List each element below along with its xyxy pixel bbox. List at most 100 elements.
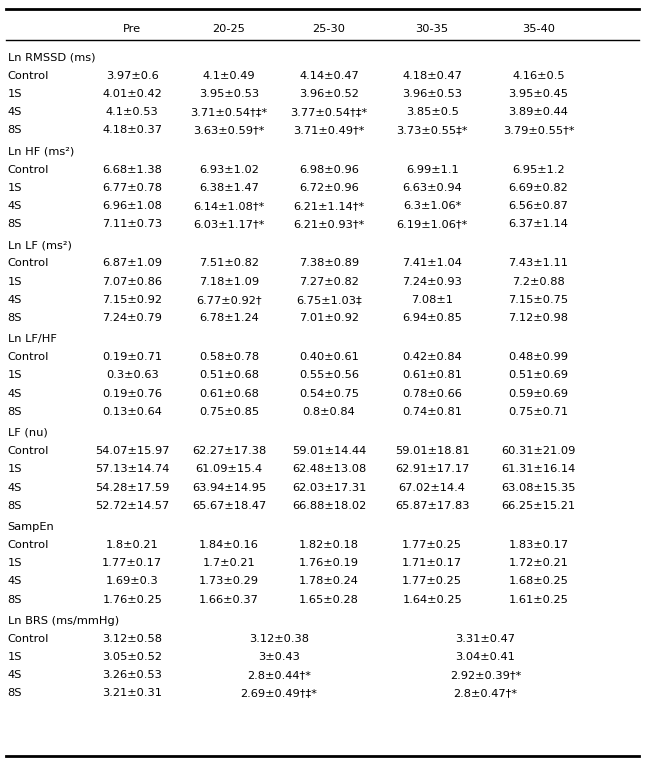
Text: 25-30: 25-30: [312, 24, 346, 34]
Text: 3.71±0.49†*: 3.71±0.49†*: [293, 125, 364, 136]
Text: 0.78±0.66: 0.78±0.66: [402, 389, 462, 399]
Text: Control: Control: [8, 71, 49, 81]
Text: 1S: 1S: [8, 89, 22, 99]
Text: 0.61±0.68: 0.61±0.68: [199, 389, 259, 399]
Text: 4S: 4S: [8, 201, 22, 211]
Text: 7.24±0.93: 7.24±0.93: [402, 277, 462, 287]
Text: Control: Control: [8, 352, 49, 362]
Text: 1.71±0.17: 1.71±0.17: [402, 558, 462, 568]
Text: 6.75±1.03‡: 6.75±1.03‡: [296, 295, 362, 305]
Text: 7.51±0.82: 7.51±0.82: [199, 258, 259, 268]
Text: 1.82±0.18: 1.82±0.18: [299, 540, 359, 550]
Text: 30-35: 30-35: [415, 24, 449, 34]
Text: 0.48±0.99: 0.48±0.99: [508, 352, 569, 362]
Text: 8S: 8S: [8, 313, 22, 323]
Text: 6.38±1.47: 6.38±1.47: [199, 183, 259, 193]
Text: 4.1±0.49: 4.1±0.49: [203, 71, 255, 81]
Text: 8S: 8S: [8, 594, 22, 604]
Text: 61.09±15.4: 61.09±15.4: [195, 464, 263, 474]
Text: 4S: 4S: [8, 482, 22, 492]
Text: 59.01±14.44: 59.01±14.44: [292, 446, 366, 456]
Text: 2.8±0.44†*: 2.8±0.44†*: [247, 670, 311, 680]
Text: 4.18±0.47: 4.18±0.47: [402, 71, 462, 81]
Text: Ln HF (ms²): Ln HF (ms²): [8, 146, 74, 156]
Text: 8S: 8S: [8, 125, 22, 136]
Text: Ln RMSSD (ms): Ln RMSSD (ms): [8, 53, 95, 62]
Text: 0.42±0.84: 0.42±0.84: [402, 352, 462, 362]
Text: 4.1±0.53: 4.1±0.53: [106, 107, 159, 117]
Text: 7.01±0.92: 7.01±0.92: [299, 313, 359, 323]
Text: 8S: 8S: [8, 219, 22, 229]
Text: 62.91±17.17: 62.91±17.17: [395, 464, 470, 474]
Text: 59.01±18.81: 59.01±18.81: [395, 446, 470, 456]
Text: 4S: 4S: [8, 576, 22, 586]
Text: 0.54±0.75: 0.54±0.75: [299, 389, 359, 399]
Text: 1.77±0.17: 1.77±0.17: [102, 558, 163, 568]
Text: 3±0.43: 3±0.43: [258, 652, 300, 662]
Text: 4.16±0.5: 4.16±0.5: [512, 71, 565, 81]
Text: 54.07±15.97: 54.07±15.97: [95, 446, 170, 456]
Text: 6.21±0.93†*: 6.21±0.93†*: [293, 219, 364, 229]
Text: 7.18±1.09: 7.18±1.09: [199, 277, 259, 287]
Text: 2.69±0.49†‡*: 2.69±0.49†‡*: [241, 688, 317, 698]
Text: SampEn: SampEn: [8, 522, 54, 532]
Text: 3.26±0.53: 3.26±0.53: [103, 670, 162, 680]
Text: Ln LF/HF: Ln LF/HF: [8, 334, 57, 344]
Text: Pre: Pre: [123, 24, 141, 34]
Text: 0.55±0.56: 0.55±0.56: [299, 370, 359, 380]
Text: 3.79±0.55†*: 3.79±0.55†*: [503, 125, 574, 136]
Text: 7.41±1.04: 7.41±1.04: [402, 258, 462, 268]
Text: 54.28±17.59: 54.28±17.59: [95, 482, 170, 492]
Text: Ln BRS (ms/mmHg): Ln BRS (ms/mmHg): [8, 616, 119, 626]
Text: 0.40±0.61: 0.40±0.61: [299, 352, 359, 362]
Text: 6.96±1.08: 6.96±1.08: [103, 201, 162, 211]
Text: 3.04±0.41: 3.04±0.41: [455, 652, 515, 662]
Text: 3.96±0.52: 3.96±0.52: [299, 89, 359, 99]
Text: 3.95±0.53: 3.95±0.53: [199, 89, 259, 99]
Text: 61.31±16.14: 61.31±16.14: [501, 464, 576, 474]
Text: 1.83±0.17: 1.83±0.17: [508, 540, 569, 550]
Text: 6.3±1.06*: 6.3±1.06*: [403, 201, 461, 211]
Text: 63.94±14.95: 63.94±14.95: [192, 482, 266, 492]
Text: 7.11±0.73: 7.11±0.73: [102, 219, 163, 229]
Text: 4.01±0.42: 4.01±0.42: [103, 89, 162, 99]
Text: 3.05±0.52: 3.05±0.52: [102, 652, 163, 662]
Text: 3.73±0.55‡*: 3.73±0.55‡*: [397, 125, 468, 136]
Text: 6.94±0.85: 6.94±0.85: [402, 313, 462, 323]
Text: 1.76±0.25: 1.76±0.25: [103, 594, 162, 604]
Text: 60.31±21.09: 60.31±21.09: [501, 446, 576, 456]
Text: 62.27±17.38: 62.27±17.38: [192, 446, 266, 456]
Text: 7.38±0.89: 7.38±0.89: [299, 258, 359, 268]
Text: 2.92±0.39†*: 2.92±0.39†*: [450, 670, 521, 680]
Text: 8S: 8S: [8, 407, 22, 417]
Text: 3.12±0.58: 3.12±0.58: [102, 634, 163, 644]
Text: 7.12±0.98: 7.12±0.98: [508, 313, 569, 323]
Text: 4S: 4S: [8, 389, 22, 399]
Text: 6.19±1.06†*: 6.19±1.06†*: [397, 219, 468, 229]
Text: 7.15±0.92: 7.15±0.92: [102, 295, 163, 305]
Text: 35-40: 35-40: [522, 24, 555, 34]
Text: 6.63±0.94: 6.63±0.94: [402, 183, 462, 193]
Text: 0.59±0.69: 0.59±0.69: [508, 389, 569, 399]
Text: 1S: 1S: [8, 652, 22, 662]
Text: 7.43±1.11: 7.43±1.11: [508, 258, 569, 268]
Text: 1.77±0.25: 1.77±0.25: [402, 540, 462, 550]
Text: 4S: 4S: [8, 295, 22, 305]
Text: 6.56±0.87: 6.56±0.87: [509, 201, 568, 211]
Text: 6.14±1.08†*: 6.14±1.08†*: [194, 201, 264, 211]
Text: 1S: 1S: [8, 464, 22, 474]
Text: 3.95±0.45: 3.95±0.45: [508, 89, 569, 99]
Text: 1.61±0.25: 1.61±0.25: [509, 594, 568, 604]
Text: 6.03±1.17†*: 6.03±1.17†*: [194, 219, 264, 229]
Text: 6.72±0.96: 6.72±0.96: [299, 183, 359, 193]
Text: 1S: 1S: [8, 277, 22, 287]
Text: 62.03±17.31: 62.03±17.31: [292, 482, 366, 492]
Text: 6.99±1.1: 6.99±1.1: [406, 165, 459, 174]
Text: 6.98±0.96: 6.98±0.96: [299, 165, 359, 174]
Text: 8S: 8S: [8, 501, 22, 511]
Text: Control: Control: [8, 540, 49, 550]
Text: 7.08±1: 7.08±1: [411, 295, 453, 305]
Text: 0.61±0.81: 0.61±0.81: [402, 370, 462, 380]
Text: 1.8±0.21: 1.8±0.21: [106, 540, 159, 550]
Text: 3.97±0.6: 3.97±0.6: [106, 71, 159, 81]
